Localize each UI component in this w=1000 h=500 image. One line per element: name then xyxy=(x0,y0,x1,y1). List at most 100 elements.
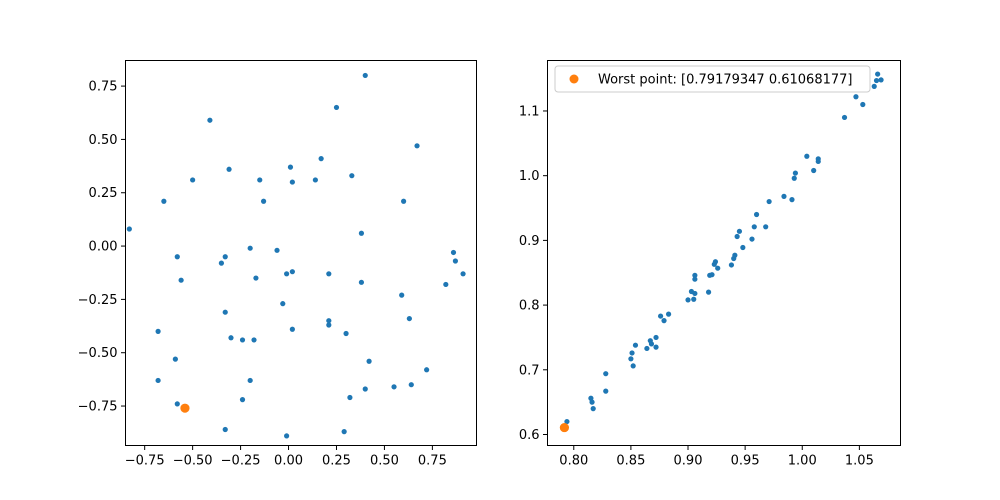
data-point xyxy=(629,350,635,356)
data-point xyxy=(751,224,757,230)
data-point xyxy=(391,384,397,390)
legend-label-worst-point: Worst point: [0.79179347 0.61068177] xyxy=(598,73,852,88)
data-point xyxy=(692,290,698,297)
data-point xyxy=(358,279,365,285)
data-point xyxy=(401,198,407,204)
data-point xyxy=(326,318,332,324)
legend-box xyxy=(554,65,871,93)
data-point xyxy=(280,301,286,307)
data-point xyxy=(174,401,180,407)
data-point xyxy=(326,322,332,328)
data-point xyxy=(289,326,295,332)
data-point xyxy=(239,397,246,403)
data-point xyxy=(362,72,368,79)
data-point xyxy=(318,156,324,162)
data-point xyxy=(274,247,280,253)
data-point xyxy=(736,228,743,234)
x-tick-label: 1.00 xyxy=(788,454,817,469)
data-point xyxy=(644,345,650,352)
data-point xyxy=(791,175,797,181)
data-point xyxy=(685,297,691,303)
y-tick-label: −0.50 xyxy=(78,346,118,361)
data-point xyxy=(228,335,234,341)
data-point xyxy=(804,153,810,159)
data-point xyxy=(343,330,349,337)
data-point xyxy=(653,334,659,341)
data-point xyxy=(399,292,405,298)
data-point xyxy=(740,244,746,251)
data-point xyxy=(841,114,848,121)
data-point xyxy=(564,418,570,425)
data-point xyxy=(878,77,884,83)
x-tick-label: 0.80 xyxy=(559,454,588,469)
data-point xyxy=(781,193,787,199)
data-point xyxy=(358,230,365,236)
data-point xyxy=(590,406,596,412)
data-point xyxy=(705,289,712,295)
y-tick-label: 0.6 xyxy=(519,428,540,443)
data-point xyxy=(753,211,760,218)
data-point xyxy=(789,197,795,203)
data-point xyxy=(692,272,698,278)
data-point xyxy=(691,296,697,302)
right-points-group xyxy=(559,71,884,433)
data-point xyxy=(873,77,880,84)
y-tick-label: 0.75 xyxy=(89,80,118,95)
left-x-ticks: −0.75 −0.50 −0.25 0.00 0.25 0.50 0.75 xyxy=(125,445,447,469)
data-point xyxy=(161,198,167,204)
right-y-ticks: 0.6 0.7 0.8 0.9 1.0 1.1 xyxy=(519,104,548,443)
data-point xyxy=(126,226,132,232)
x-tick-label: 0.75 xyxy=(418,454,447,469)
data-point xyxy=(749,236,755,242)
data-point xyxy=(860,101,866,108)
data-point xyxy=(452,258,459,264)
data-point xyxy=(253,275,259,281)
data-point xyxy=(875,71,881,77)
y-tick-label: 0.7 xyxy=(519,363,540,378)
data-point xyxy=(630,363,636,369)
data-point xyxy=(287,164,294,170)
data-point xyxy=(766,198,772,205)
worst-point-marker xyxy=(180,403,190,413)
data-point xyxy=(692,276,698,282)
data-point xyxy=(222,309,228,315)
y-tick-label: 0.25 xyxy=(89,186,118,201)
data-point xyxy=(871,83,877,89)
y-tick-label: 1.0 xyxy=(519,169,540,184)
left-axes-frame xyxy=(125,60,477,446)
y-tick-label: 0.9 xyxy=(519,234,540,249)
data-point xyxy=(366,358,372,364)
data-point xyxy=(312,177,318,183)
x-tick-label: 1.05 xyxy=(845,454,874,469)
data-point xyxy=(408,382,414,388)
data-point xyxy=(289,179,295,185)
data-point xyxy=(222,254,228,260)
data-point xyxy=(257,177,263,183)
data-point xyxy=(661,318,667,324)
y-tick-label: 0.8 xyxy=(519,299,540,314)
data-point xyxy=(734,233,740,240)
x-tick-label: 0.25 xyxy=(322,454,351,469)
right-axes-frame xyxy=(547,60,901,446)
x-tick-label: 0.95 xyxy=(731,454,760,469)
x-tick-label: 0.50 xyxy=(370,454,399,469)
data-point xyxy=(632,342,639,348)
data-point xyxy=(815,156,821,162)
right-scatter-plot: 0.80 0.85 0.90 0.95 1.00 1.05 0.6 0.7 0.8 0.9 1.0… xyxy=(519,60,901,469)
left-points-group xyxy=(126,72,466,439)
x-tick-label: 0.85 xyxy=(616,454,645,469)
data-point xyxy=(709,272,715,278)
data-point xyxy=(284,271,290,277)
x-tick-label: 0.90 xyxy=(674,454,703,469)
data-point xyxy=(603,388,609,394)
data-point xyxy=(460,271,466,277)
data-point xyxy=(207,117,213,123)
x-tick-label: 0.00 xyxy=(274,454,303,469)
data-point xyxy=(603,371,609,377)
data-point xyxy=(333,104,340,111)
data-point xyxy=(712,259,719,265)
data-point xyxy=(172,356,178,362)
x-tick-label: −0.50 xyxy=(173,454,213,469)
data-point xyxy=(347,394,353,401)
data-point xyxy=(414,143,420,149)
